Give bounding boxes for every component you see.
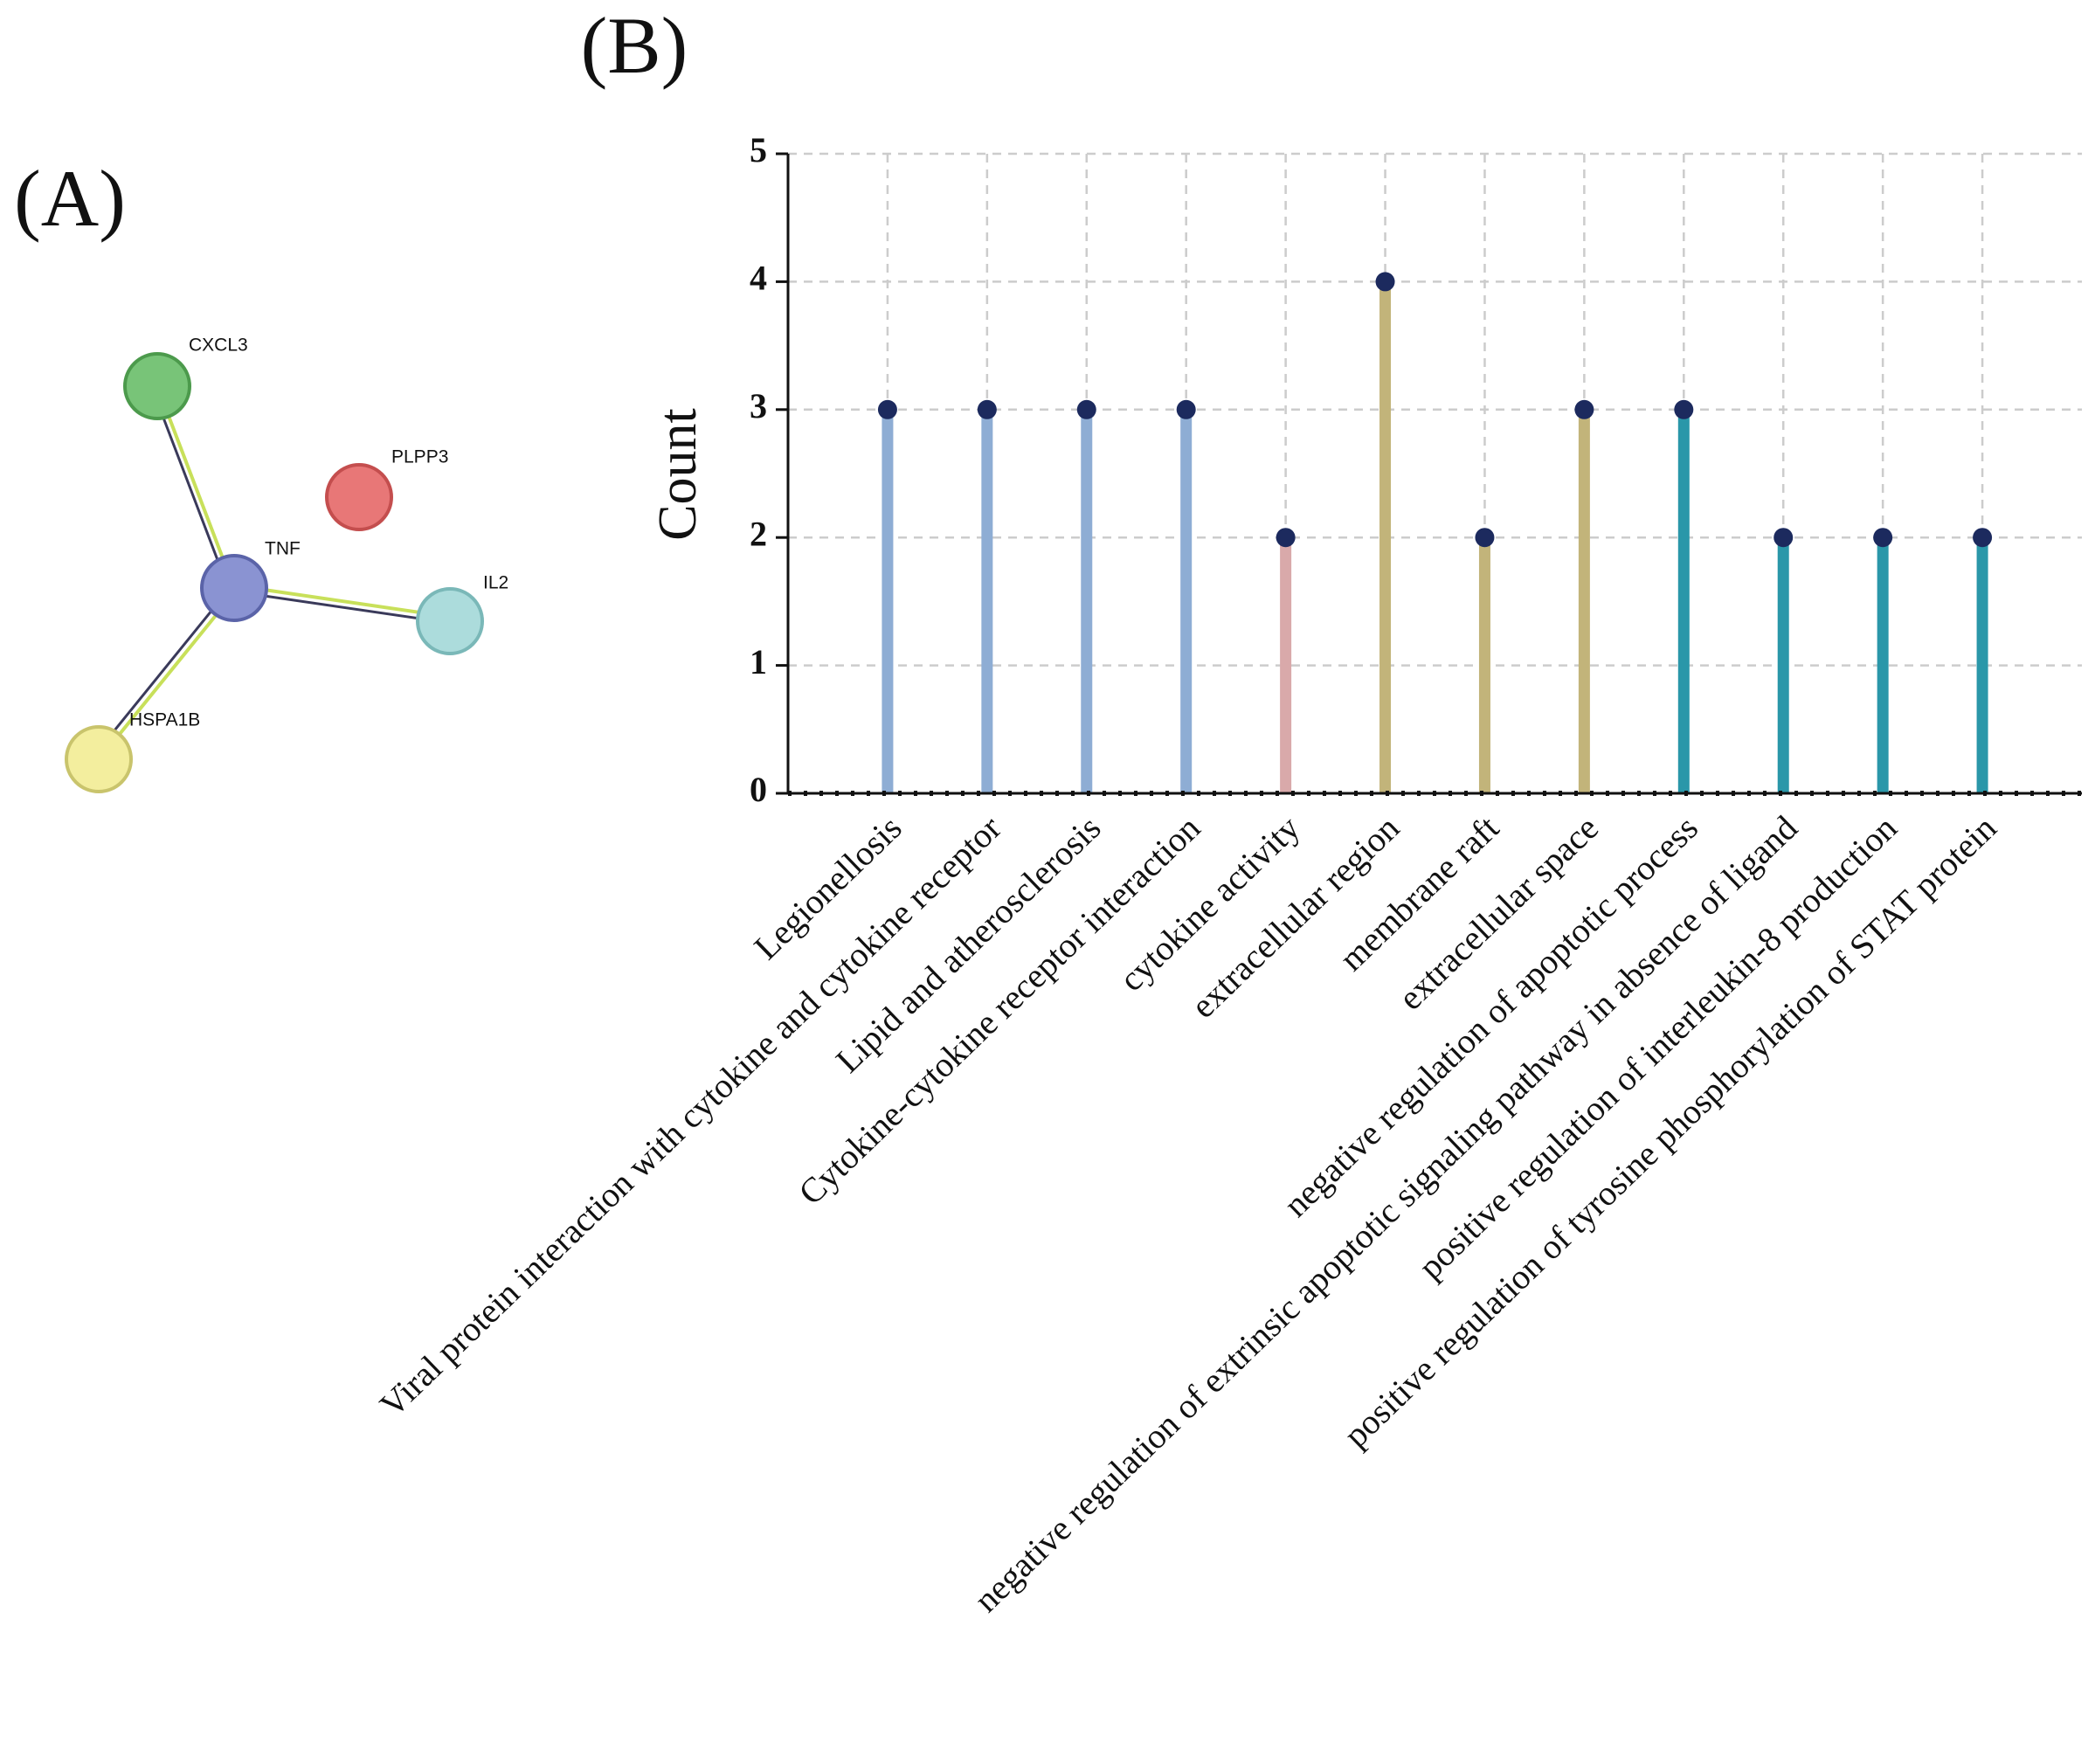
node-label: HSPA1B (129, 710, 200, 730)
marker (877, 399, 897, 419)
panel-label: (A) (14, 154, 126, 243)
edge (233, 584, 451, 619)
y-tick-label: 2 (750, 514, 767, 553)
marker (1773, 528, 1794, 548)
x-tick-label: cytokine activity (1111, 808, 1307, 999)
node (123, 352, 191, 420)
edge (156, 385, 236, 589)
edge (100, 589, 238, 758)
marker (1873, 528, 1893, 548)
panel-label: (B) (581, 1, 688, 90)
marker (1973, 528, 1993, 548)
node (416, 587, 484, 655)
node (200, 554, 268, 622)
y-tick-label: 5 (750, 130, 767, 169)
marker (1475, 528, 1495, 548)
node-label: PLPP3 (391, 447, 448, 467)
network-edges (94, 385, 451, 758)
y-tick-label: 1 (750, 642, 767, 681)
marker (1375, 272, 1395, 292)
y-tick-label: 4 (750, 259, 767, 298)
x-tick-label: positive regulation of tyrosine phosphor… (1336, 808, 2003, 1455)
marker (1176, 399, 1196, 419)
marker (1574, 399, 1594, 419)
node (325, 463, 393, 531)
node (65, 725, 133, 793)
node-label: TNF (265, 539, 301, 559)
marker (1076, 399, 1096, 419)
edge (233, 590, 451, 625)
y-tick-label: 3 (750, 386, 767, 425)
edge (94, 586, 232, 754)
y-tick-label: 0 (750, 770, 767, 809)
y-axis-label: Count (648, 408, 708, 541)
edge (150, 387, 231, 591)
marker (977, 399, 997, 419)
marker (1674, 399, 1694, 419)
marker (1276, 528, 1296, 548)
node-label: CXCL3 (189, 336, 248, 356)
node-label: IL2 (483, 573, 508, 593)
